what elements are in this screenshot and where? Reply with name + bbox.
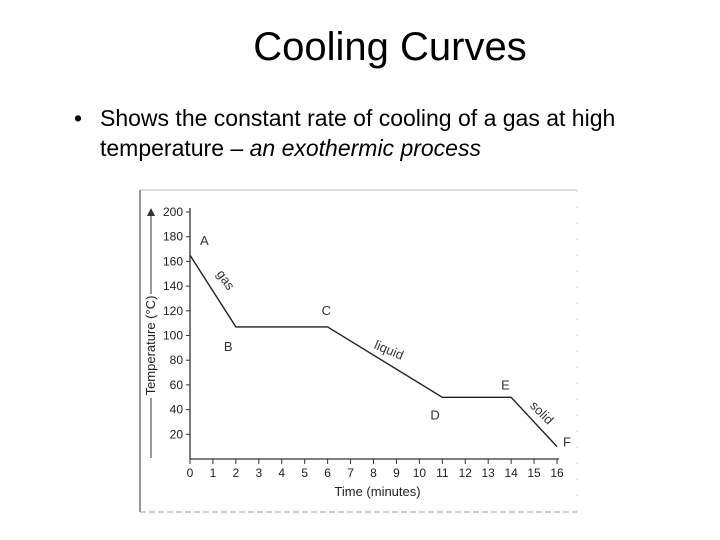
x-axis-title: Time (minutes)	[334, 484, 420, 499]
bullet-text-plain: Shows the constant rate of cooling of a …	[100, 105, 616, 161]
cooling-curve-line	[189, 254, 558, 448]
cooling-curve-figure: 0 1 2 3 4 5 6 7 8 9 10 11 12 13 14 15 16 20 40 60 80 100 120 14…	[137, 186, 580, 516]
y-tick-label: 180	[163, 230, 183, 244]
bullet-text-italic: an exothermic process	[249, 135, 481, 161]
bullet-dot: •	[74, 105, 83, 131]
y-tick-label: 160	[163, 254, 183, 268]
y-tick-label: 140	[163, 279, 183, 293]
segment-label-liquid: liquid	[372, 337, 406, 363]
y-axis-title: Temperature (°C)	[143, 296, 158, 396]
bullet-text: Shows the constant rate of cooling of a …	[100, 103, 690, 163]
y-tick-label: 100	[163, 329, 183, 343]
y-tick-label: 80	[170, 353, 184, 367]
x-tick-label: 16	[550, 466, 564, 480]
x-tick-label: 10	[413, 466, 427, 480]
x-tick-label: 6	[324, 466, 331, 480]
x-tick-label: 8	[370, 466, 377, 480]
point-label-b: B	[224, 339, 233, 354]
x-tick-label: 11	[436, 466, 449, 480]
x-tick-label: 5	[301, 466, 308, 480]
chart-axes	[147, 208, 559, 460]
figure-frame	[139, 189, 578, 513]
x-tick-label: 13	[482, 466, 496, 480]
x-tick-label: 12	[459, 466, 473, 480]
x-tick-label: 2	[233, 466, 240, 480]
chart-series	[189, 254, 558, 448]
point-label-a: A	[200, 233, 209, 248]
y-tick-label: 120	[163, 304, 183, 318]
point-label-c: C	[322, 303, 331, 318]
y-tick-label: 60	[170, 378, 184, 392]
x-tick-label: 14	[504, 466, 518, 480]
slide-title: Cooling Curves	[253, 25, 527, 69]
chart-ticks: 0 1 2 3 4 5 6 7 8 9 10 11 12 13 14 15 162040608010012014…	[143, 205, 564, 499]
y-tick-label: 200	[163, 205, 183, 219]
x-tick-label: 3	[255, 466, 262, 480]
y-tick-label: 20	[170, 427, 184, 441]
x-tick-label: 0	[187, 466, 194, 480]
x-tick-label: 15	[527, 466, 541, 480]
y-axis-arrow-head	[147, 208, 155, 216]
y-tick-label: 40	[170, 403, 184, 417]
point-label-f: F	[563, 435, 571, 450]
segment-label-solid: solid	[527, 398, 557, 428]
point-label-d: D	[430, 407, 439, 422]
segment-label-gas: gas	[214, 267, 239, 293]
cooling-curve-chart: 0 1 2 3 4 5 6 7 8 9 10 11 12 13 14 15 162040608010012014…	[139, 189, 578, 513]
x-tick-label: 7	[347, 466, 354, 480]
point-label-e: E	[501, 377, 510, 392]
x-tick-label: 1	[210, 466, 217, 480]
x-tick-label: 9	[393, 466, 400, 480]
x-tick-label: 4	[278, 466, 285, 480]
